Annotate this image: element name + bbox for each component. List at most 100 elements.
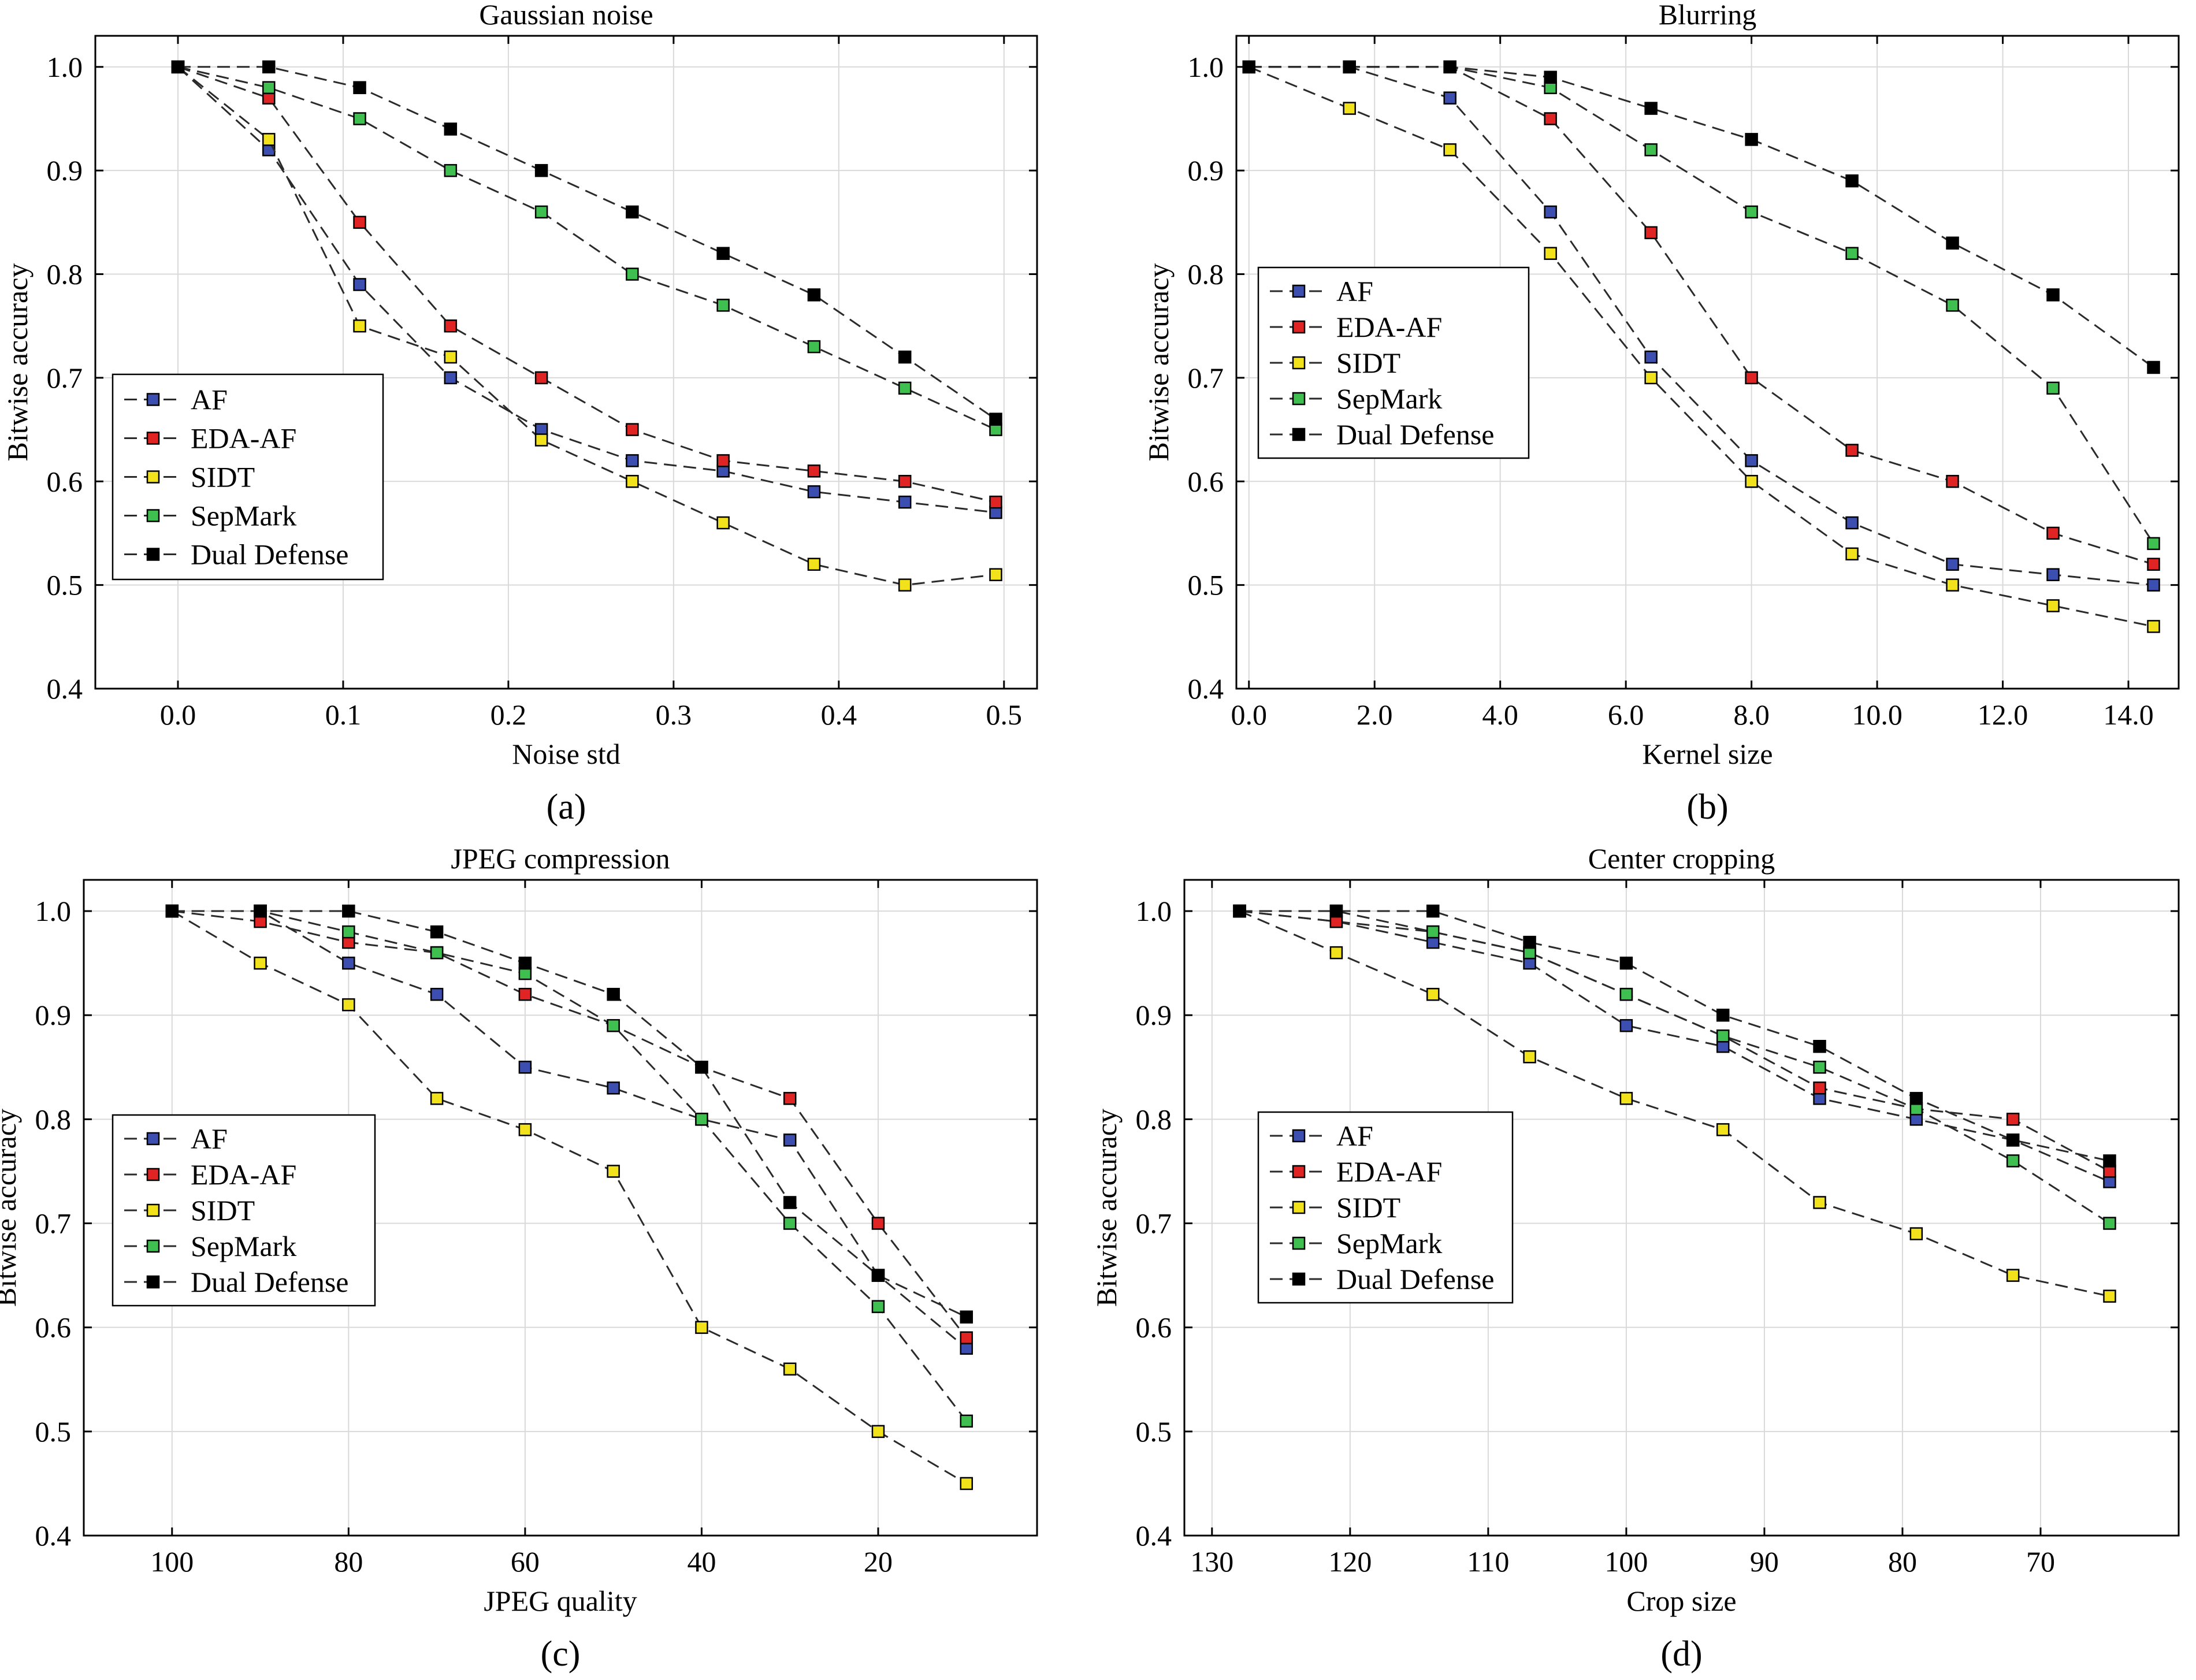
grid xyxy=(95,36,1037,689)
legend-marker xyxy=(146,393,160,406)
data-point xyxy=(1845,547,1859,561)
data-point xyxy=(2006,1113,2020,1126)
data-point xyxy=(871,1425,885,1439)
y-tick-label: 0.7 xyxy=(1136,1207,1172,1240)
data-point xyxy=(262,81,276,94)
data-point xyxy=(1644,102,1658,115)
data-point xyxy=(1544,70,1557,84)
series-line xyxy=(1239,910,2110,1183)
data-point xyxy=(1946,236,1959,250)
data-point xyxy=(1426,987,1440,1001)
data-point xyxy=(2147,557,2160,571)
chart-panel-3: 100 80 60 40 20 0.4 0.5 0.6 0.7 0.8 0.9 1.0 JPEG com… xyxy=(0,842,1038,1674)
data-point xyxy=(960,1477,973,1491)
chart-panel-1: 0.0 0.1 0.2 0.3 0.4 0.5 0.4 0.5 0.6 0.7 0.8 0.9 1.0 G… xyxy=(1,0,1038,827)
data-point xyxy=(1343,102,1356,115)
data-point xyxy=(807,557,821,571)
data-point xyxy=(1716,1123,1730,1136)
series-line xyxy=(1239,910,2110,1298)
data-point xyxy=(1426,925,1440,939)
data-point xyxy=(1745,454,1758,467)
data-point xyxy=(871,1217,885,1230)
y-tick-label: 0.4 xyxy=(1188,672,1224,705)
data-point xyxy=(534,163,548,177)
x-axis-label: Kernel size xyxy=(1642,738,1773,770)
data-point xyxy=(1426,904,1440,918)
legend-marker xyxy=(146,509,160,522)
x-axis-label: Noise std xyxy=(512,738,620,770)
data-point xyxy=(254,904,267,918)
series-line xyxy=(1239,910,2110,1224)
data-point xyxy=(2103,1217,2116,1230)
x-tick-label: 0.5 xyxy=(986,698,1023,731)
data-point xyxy=(534,205,548,219)
y-tick-label: 0.8 xyxy=(35,1103,72,1135)
data-point xyxy=(534,371,548,385)
legend-label: SIDT xyxy=(1336,1191,1400,1224)
series-line xyxy=(177,66,997,420)
data-point xyxy=(1242,60,1255,74)
series-dual-defense xyxy=(1233,904,2116,1168)
data-point xyxy=(807,485,821,499)
y-tick-label: 0.7 xyxy=(47,362,83,394)
y-tick-label: 0.4 xyxy=(47,672,83,705)
data-point xyxy=(695,1113,708,1126)
legend-marker xyxy=(146,1275,160,1289)
x-axis-label: Crop size xyxy=(1626,1585,1736,1617)
legend-label: Dual Defense xyxy=(191,1266,349,1298)
x-tick-label: 0.2 xyxy=(491,698,527,731)
data-point xyxy=(989,412,1002,426)
data-point xyxy=(444,350,458,364)
x-tick-label: 0.4 xyxy=(821,698,857,731)
legend-marker xyxy=(1292,1165,1306,1179)
x-tick-label: 80 xyxy=(1888,1545,1917,1578)
y-tick-label: 0.9 xyxy=(35,999,72,1031)
y-tick-label: 1.0 xyxy=(1136,895,1172,927)
data-point xyxy=(430,987,444,1001)
x-tick-label: 12.0 xyxy=(1978,698,2028,731)
legend-label: SIDT xyxy=(1336,347,1400,379)
chart-panel-2: 0.0 2.0 4.0 6.0 8.0 10.0 12.0 14.0 0.4 0.5 0.6 0.7 0… xyxy=(1142,0,2180,827)
data-point xyxy=(960,1331,973,1344)
data-point xyxy=(1845,174,1859,188)
x-tick-label: 90 xyxy=(1750,1545,1779,1578)
data-point xyxy=(1716,1029,1730,1043)
x-tick-label: 8.0 xyxy=(1733,698,1770,731)
data-point xyxy=(2046,288,2060,302)
legend-marker xyxy=(1292,1200,1306,1214)
data-point xyxy=(1443,91,1456,105)
series-line xyxy=(177,66,996,586)
data-point xyxy=(444,163,458,177)
data-point xyxy=(716,454,730,467)
data-point xyxy=(783,1362,797,1376)
series-line xyxy=(172,910,967,1318)
data-point xyxy=(1946,475,1959,488)
data-point xyxy=(2147,578,2160,592)
data-point xyxy=(871,1300,885,1313)
series-line xyxy=(172,910,967,1422)
series-line xyxy=(1239,910,2110,1172)
legend-label: SepMark xyxy=(191,1230,296,1262)
data-point xyxy=(534,433,548,447)
legend-marker xyxy=(1292,428,1306,441)
legend-label: SepMark xyxy=(1336,382,1442,415)
x-tick-label: 70 xyxy=(2026,1545,2055,1578)
series-line xyxy=(1249,66,2154,627)
data-point xyxy=(626,423,639,436)
y-tick-label: 1.0 xyxy=(1188,51,1224,83)
data-point xyxy=(2006,1154,2020,1168)
y-tick-label: 0.5 xyxy=(1136,1415,1172,1448)
data-point xyxy=(444,319,458,333)
data-point xyxy=(1619,987,1633,1001)
x-tick-label: 110 xyxy=(1467,1545,1509,1578)
data-point xyxy=(2046,381,2060,395)
data-point xyxy=(2046,568,2060,581)
data-point xyxy=(353,319,366,333)
data-point xyxy=(342,956,355,970)
x-tick-label: 130 xyxy=(1190,1545,1233,1578)
data-point xyxy=(626,454,639,467)
data-point xyxy=(2046,599,2060,612)
y-tick-label: 0.8 xyxy=(1188,258,1224,291)
series-dual-defense xyxy=(171,60,1002,426)
